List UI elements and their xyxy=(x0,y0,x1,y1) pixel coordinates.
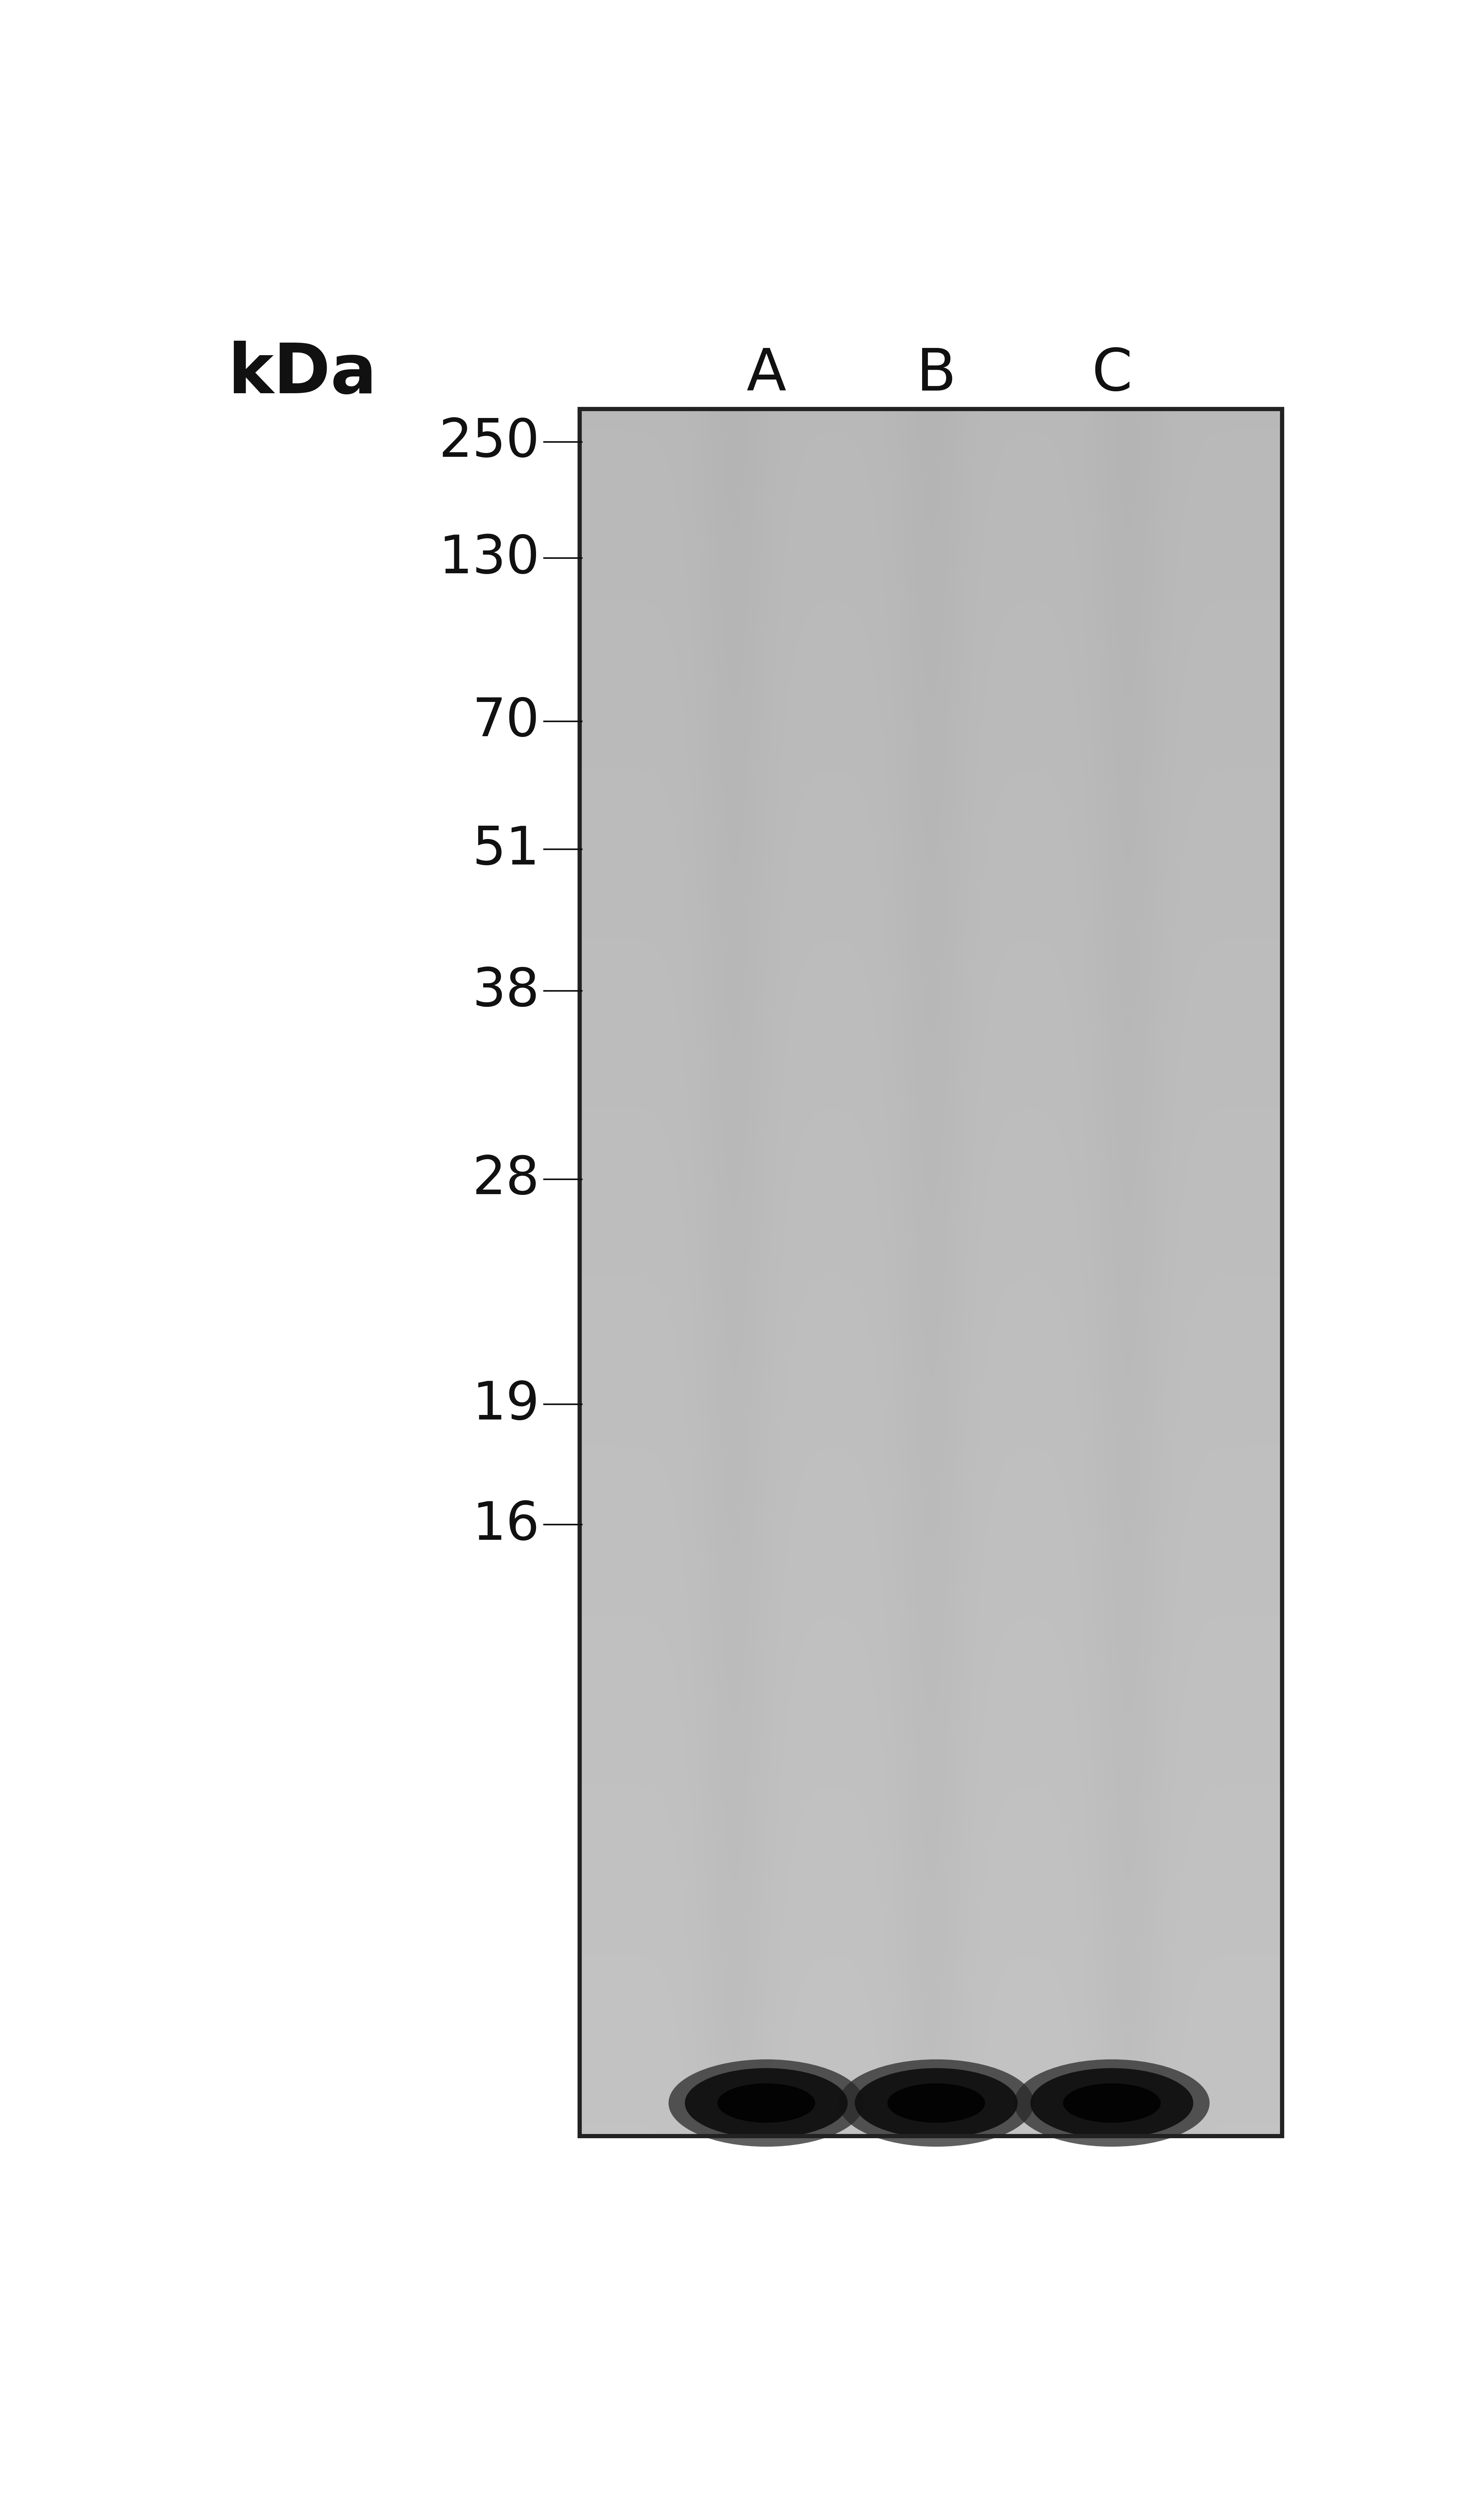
Text: B: B xyxy=(917,345,956,403)
Ellipse shape xyxy=(855,2069,1018,2137)
Bar xyxy=(579,408,1282,2137)
Text: 16: 16 xyxy=(472,1499,539,1550)
Ellipse shape xyxy=(684,2069,848,2137)
Ellipse shape xyxy=(887,2084,985,2122)
Text: 19: 19 xyxy=(472,1378,539,1431)
Ellipse shape xyxy=(1015,2059,1209,2147)
Ellipse shape xyxy=(839,2059,1034,2147)
Text: kDa: kDa xyxy=(228,340,377,408)
Ellipse shape xyxy=(1031,2069,1193,2137)
Text: 250: 250 xyxy=(439,416,539,469)
Text: 28: 28 xyxy=(472,1154,539,1205)
Ellipse shape xyxy=(668,2059,864,2147)
Ellipse shape xyxy=(718,2084,816,2122)
Text: 51: 51 xyxy=(472,824,539,874)
Ellipse shape xyxy=(1063,2084,1161,2122)
Text: A: A xyxy=(747,345,787,403)
Text: 70: 70 xyxy=(472,696,539,748)
Text: C: C xyxy=(1092,345,1132,403)
Text: 38: 38 xyxy=(472,965,539,1018)
Text: 130: 130 xyxy=(439,532,539,585)
